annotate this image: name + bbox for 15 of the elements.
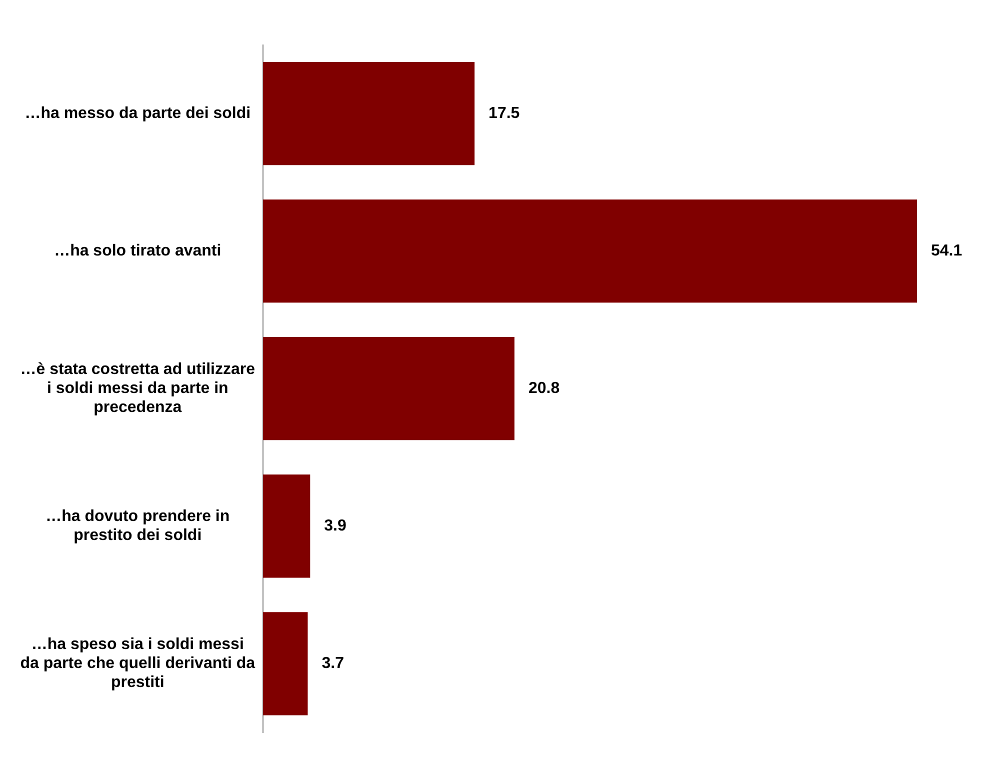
data-label: 20.8 (528, 380, 560, 398)
data-label: 3.9 (324, 518, 346, 535)
bar (263, 62, 475, 166)
y-tick-label: …ha messo da parte dei soldi (24, 104, 251, 122)
bar (263, 474, 310, 578)
bar (263, 337, 514, 440)
bar (263, 200, 917, 303)
y-tick-label: …è stata costretta ad utilizzare i soldi messi da parte in precedenza (20, 360, 256, 416)
data-label: 3.7 (322, 655, 344, 672)
data-label: 17.5 (488, 104, 520, 122)
bar (263, 612, 308, 716)
y-tick-label: …ha solo tirato avanti (54, 242, 222, 260)
y-tick-label: …ha speso sia i soldi messi da parte che quelli derivanti da prestiti (20, 636, 256, 692)
data-label: 54.1 (931, 242, 962, 260)
y-tick-label: …ha dovuto prendere in prestito dei soldi (46, 508, 230, 544)
